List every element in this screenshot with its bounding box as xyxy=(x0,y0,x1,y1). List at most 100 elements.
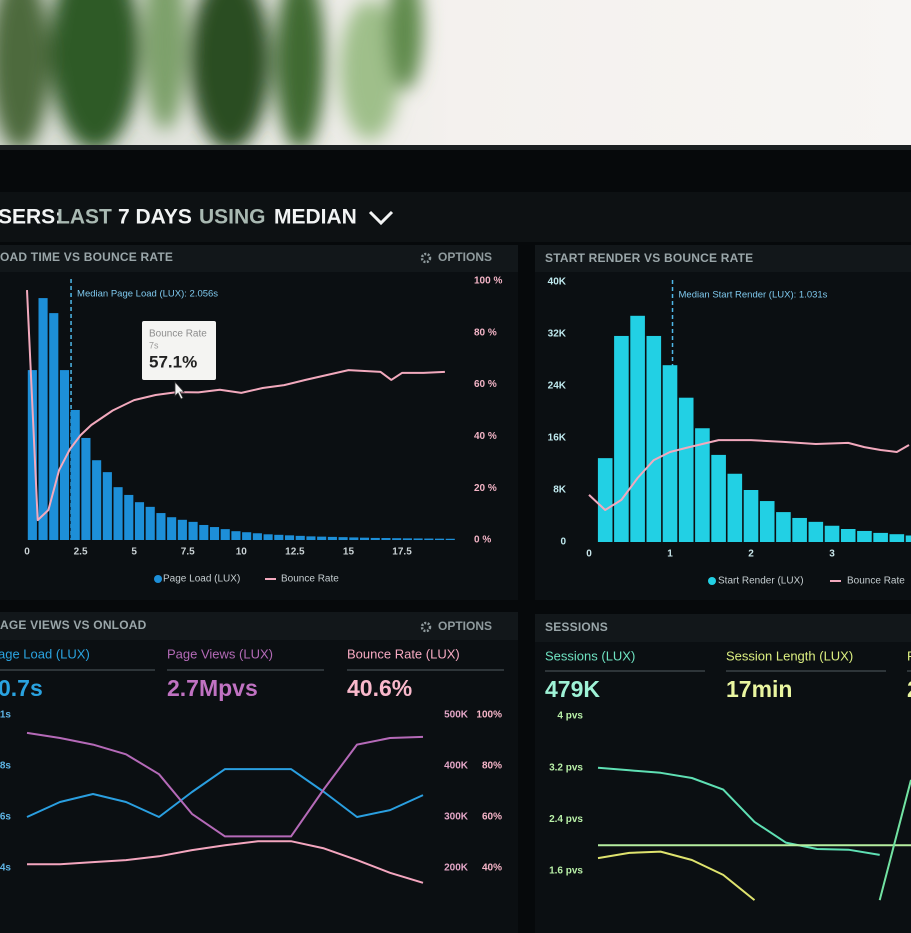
stat-label: Session Length (LUX) xyxy=(726,648,853,663)
bar xyxy=(889,534,905,542)
bar xyxy=(27,370,37,540)
y-tick-label: 200K xyxy=(444,863,469,874)
bar xyxy=(808,521,824,542)
title-part: 7 DAYS xyxy=(118,206,192,229)
bar xyxy=(81,437,91,540)
bar xyxy=(38,298,48,540)
bar xyxy=(220,529,230,540)
title-part: USING xyxy=(199,206,266,229)
options-button[interactable]: OPTIONS xyxy=(420,250,492,264)
bar xyxy=(381,538,391,540)
bar xyxy=(231,531,241,540)
bar xyxy=(92,460,102,540)
options-label[interactable]: OPTIONS xyxy=(438,250,492,264)
bar xyxy=(49,313,59,540)
y-tick-label: 300K xyxy=(444,812,469,823)
y-tick-label: 0 xyxy=(560,537,566,548)
bar xyxy=(113,487,123,540)
y-tick-label: 32K xyxy=(548,329,567,340)
stat-value: 2 xyxy=(907,676,911,702)
dropdown-chevron[interactable] xyxy=(368,210,394,226)
panel-header xyxy=(0,612,518,640)
bar xyxy=(349,537,359,540)
bar xyxy=(70,409,80,540)
bar xyxy=(124,494,134,540)
y-tick-label: 4s xyxy=(0,863,11,874)
stat-label: Sessions (LUX) xyxy=(545,648,635,663)
bar xyxy=(263,534,273,540)
series-line xyxy=(588,439,910,511)
bar xyxy=(252,533,262,540)
panel-header xyxy=(535,614,911,642)
stat-label: Bounce Rate (LUX) xyxy=(347,646,460,661)
stat-value: 0.7s xyxy=(0,675,43,701)
bar xyxy=(59,370,70,540)
tooltip-title: Bounce Rate xyxy=(149,329,207,340)
legend-label: Page Load (LUX) xyxy=(163,574,240,585)
bar xyxy=(242,532,252,540)
y-tick-label: 100 % xyxy=(474,276,502,287)
dashboard-title: SERS: LAST 7 DAYS USING MEDIAN xyxy=(0,206,394,229)
monitor-bezel xyxy=(0,145,911,150)
options-button[interactable]: OPTIONS xyxy=(420,619,492,633)
bar xyxy=(646,335,662,542)
title-part: MEDIAN xyxy=(274,206,357,229)
y-tick-label: 80 % xyxy=(474,327,497,338)
x-tick-label: 17.5 xyxy=(392,547,412,558)
bar xyxy=(402,538,412,540)
series-line xyxy=(597,766,880,856)
median-label: Median Start Render (LUX): 1.031s xyxy=(679,290,828,301)
panel xyxy=(0,245,518,600)
y-tick-label: 4 pvs xyxy=(557,711,583,722)
bar xyxy=(873,532,888,542)
y-tick-label: 400K xyxy=(444,761,469,772)
y-tick-label: 3.2 pvs xyxy=(549,762,583,773)
y-tick-label: 60% xyxy=(482,812,502,823)
chart: 0 8K 16K 24K 32K 40K 0 1 2 3 Median Start Render (… xyxy=(548,277,911,587)
series-line xyxy=(26,731,424,838)
y-tick-label: 100% xyxy=(476,710,502,721)
stat-value: 40.6% xyxy=(347,675,412,701)
y-tick-label: 8s xyxy=(0,761,11,772)
bar xyxy=(743,490,759,542)
bar xyxy=(695,428,710,542)
bar xyxy=(134,502,145,540)
panel-header xyxy=(535,245,911,272)
chart: 4 pvs 3.2 pvs 2.4 pvs 1.6 pvs Sessions (LUX)… xyxy=(545,648,911,901)
bar xyxy=(359,537,370,540)
bar xyxy=(630,315,645,542)
x-tick-label: 5 xyxy=(131,547,137,558)
bar xyxy=(209,527,220,540)
y-tick-label: 1s xyxy=(0,710,11,721)
bar xyxy=(792,517,807,542)
x-tick-label: 7.5 xyxy=(181,547,195,558)
bar xyxy=(177,519,187,540)
panel-header xyxy=(0,245,518,272)
bar xyxy=(840,529,856,542)
header-bar xyxy=(0,192,911,242)
options-label[interactable]: OPTIONS xyxy=(438,619,492,633)
bar xyxy=(857,530,872,542)
legend-label: Bounce Rate xyxy=(281,574,339,585)
series-line xyxy=(26,290,445,522)
bar xyxy=(434,538,445,540)
panel xyxy=(0,612,518,933)
bar xyxy=(167,517,177,540)
y-tick-label: 24K xyxy=(548,381,567,392)
bar xyxy=(156,513,166,540)
tooltip-x: 7s xyxy=(149,340,159,350)
series-line xyxy=(597,850,756,901)
panel-title: START RENDER VS BOUNCE RATE xyxy=(545,251,753,265)
y-tick-label: 60 % xyxy=(474,379,497,390)
x-tick-label: 0 xyxy=(586,549,592,560)
bar xyxy=(662,365,678,542)
legend-label: Start Render (LUX) xyxy=(718,576,804,587)
y-tick-label: 40 % xyxy=(474,431,497,442)
bar xyxy=(759,501,775,542)
tooltip: Bounce Rate 7s 57.1% xyxy=(142,321,216,400)
bar xyxy=(424,538,434,540)
panel xyxy=(535,614,911,933)
charts: 0 %20 %40 %60 %80 %100 %0 2.5 5 7.5 10 12.5 15… xyxy=(0,276,911,901)
x-tick-label: 3 xyxy=(829,549,835,560)
